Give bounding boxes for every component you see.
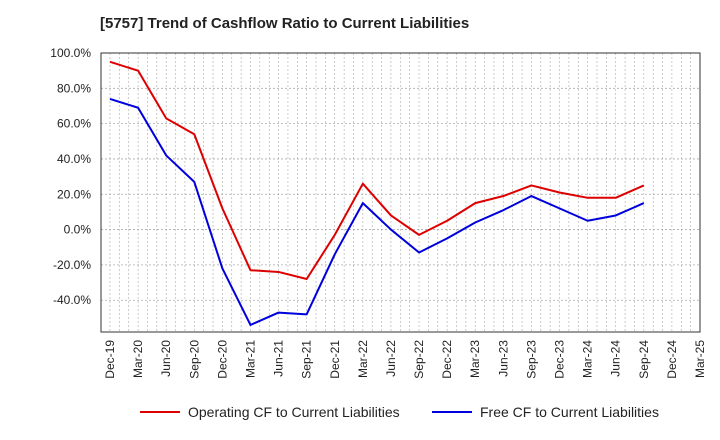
x-tick-label: Jun-22	[384, 340, 398, 377]
y-axis-ticks: 100.0% 80.0% 60.0% 40.0% 20.0% 0.0% -20.0% -40.…	[50, 46, 91, 307]
y-tick-label: 40.0%	[57, 152, 91, 166]
plot-frame	[100, 52, 701, 333]
grid-lines	[101, 52, 701, 332]
x-tick-label: Mar-24	[581, 340, 595, 378]
x-tick-label: Sep-24	[637, 340, 651, 379]
legend-swatch-operating	[140, 411, 180, 413]
x-tick-label: Sep-22	[412, 340, 426, 379]
y-tick-label: 80.0%	[57, 81, 91, 95]
x-tick-label: Mar-22	[356, 340, 370, 378]
y-tick-label: 20.0%	[57, 187, 91, 201]
x-tick-label: Jun-20	[159, 340, 173, 377]
x-tick-label: Mar-21	[243, 340, 257, 378]
y-tick-label: -20.0%	[53, 258, 91, 272]
x-tick-label: Jun-23	[496, 340, 510, 377]
x-tick-label: Dec-24	[665, 340, 679, 379]
series-lines	[109, 60, 645, 326]
legend-swatch-free	[432, 411, 472, 413]
x-tick-label: Dec-20	[215, 340, 229, 379]
x-tick-label: Mar-20	[131, 340, 145, 378]
chart-title: [5757] Trend of Cashflow Ratio to Curren…	[100, 15, 470, 32]
y-tick-label: 100.0%	[50, 46, 91, 60]
x-tick-label: Sep-23	[524, 340, 538, 379]
y-tick-label: 0.0%	[64, 223, 92, 237]
x-axis-ticks: Dec-19 Mar-20 Jun-20 Sep-20 Dec-20 Mar-21 Jun-…	[103, 340, 707, 379]
legend-item-free: Free CF to Current Liabilities	[432, 404, 659, 420]
y-tick-label: 60.0%	[57, 117, 91, 131]
x-tick-label: Dec-22	[440, 340, 454, 379]
legend-label-free: Free CF to Current Liabilities	[480, 404, 659, 420]
x-tick-label: Jun-21	[272, 340, 286, 377]
x-tick-label: Dec-23	[553, 340, 567, 379]
x-tick-label: Sep-20	[187, 340, 201, 379]
series-line-free-cf	[109, 97, 645, 326]
series-line-operating-cf	[109, 60, 645, 281]
legend-label-operating: Operating CF to Current Liabilities	[188, 404, 400, 420]
x-tick-label: Dec-19	[103, 340, 117, 379]
y-tick-label: -40.0%	[53, 293, 91, 307]
x-tick-label: Dec-21	[328, 340, 342, 379]
x-tick-label: Sep-21	[300, 340, 314, 379]
legend: Operating CF to Current Liabilities Free…	[0, 404, 720, 426]
x-tick-label: Mar-23	[468, 340, 482, 378]
x-tick-label: Jun-24	[609, 340, 623, 377]
legend-item-operating: Operating CF to Current Liabilities	[140, 404, 400, 420]
x-tick-label: Mar-25	[693, 340, 707, 378]
